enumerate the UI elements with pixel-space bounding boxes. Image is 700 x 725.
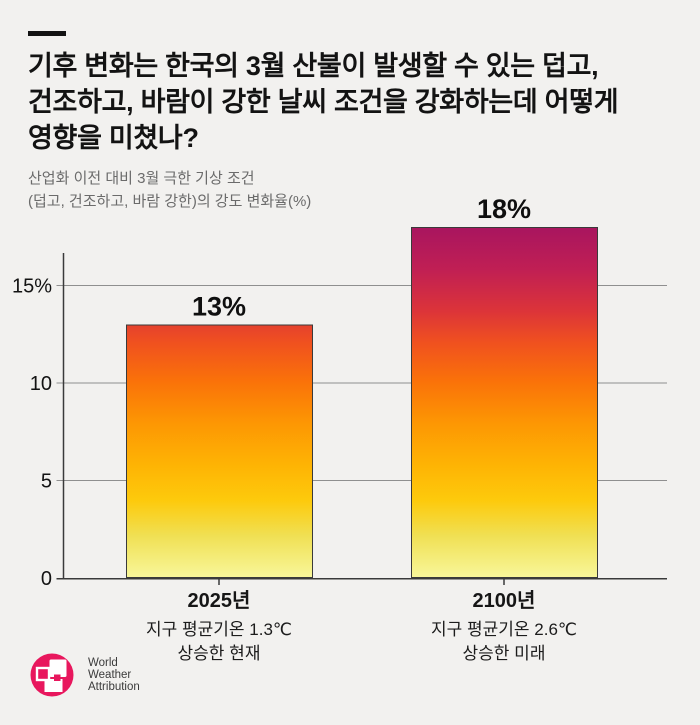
logo-word-3: Attribution [88,681,140,693]
logo-square-outline [35,666,51,682]
title-dash [28,31,66,36]
x-axis-label-2100: 2100년 지구 평균기온 2.6℃ 상승한 미래 [344,589,664,666]
wwa-logo-icon [30,653,74,697]
bars [126,227,598,578]
x-axis-desc-2100-line2: 상승한 미래 [462,644,546,663]
y-tick-label-5: 5 [41,471,52,493]
logo-word-2: Weather [88,669,132,681]
logo-square-small [54,674,61,681]
x-axis-year-2100: 2100년 [472,590,536,612]
title-line-1: 기후 변화는 한국의 3월 산불이 발생할 수 있는 덥고, [28,51,599,81]
bar-2025년 [126,324,313,578]
x-axis-desc-2025-line1: 지구 평균기온 1.3℃ [145,620,292,639]
y-tick-label-15: 15% [12,276,52,298]
page-title: 기후 변화는 한국의 3월 산불이 발생할 수 있는 덥고, 건조하고, 바람이… [28,48,676,156]
bar-2100년 [411,227,598,578]
axes [56,253,667,585]
x-axis-label-2025: 2025년 지구 평균기온 1.3℃ 상승한 현재 [59,589,379,666]
y-tick-label-10: 10 [30,373,52,395]
x-axis-year-2025: 2025년 [187,590,251,612]
logo-word-1: World [88,657,118,669]
y-tick-label-0: 0 [41,568,52,590]
bar-value-label-2025년: 13% [192,292,246,322]
bar-value-label-2100년: 18% [477,194,531,224]
chart-subtitle: 산업화 이전 대비 3월 극한 기상 조건 (덥고, 건조하고, 바람 강한)의… [28,167,648,213]
title-line-3: 영향을 미쳤나? [28,123,199,153]
bar-chart: 0 5 10 15% 13% 18% [12,194,667,590]
x-axis-desc-2025-line2: 상승한 현재 [177,644,261,663]
logo-square-top [49,659,67,677]
x-axis-desc-2100-line1: 지구 평균기온 2.6℃ [430,620,577,639]
subtitle-line-1: 산업화 이전 대비 3월 극한 기상 조건 [28,170,255,187]
logo-wordmark: World Weather Attribution [88,657,140,693]
title-line-2: 건조하고, 바람이 강한 날씨 조건을 강화하는데 어떻게 [28,87,619,117]
subtitle-line-2: (덥고, 건조하고, 바람 강한)의 강도 변화율(%) [28,193,312,210]
chart-labels: 0 5 10 15% 13% 18% [12,194,531,590]
logo-square-bottom [44,679,63,692]
